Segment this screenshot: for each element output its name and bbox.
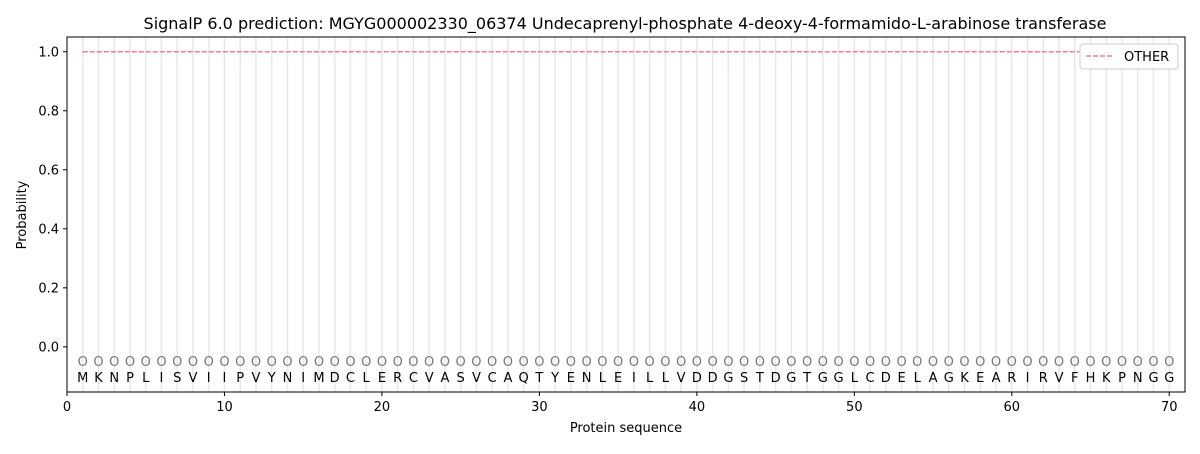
residue-label: Q bbox=[519, 371, 529, 386]
residue-label: T bbox=[755, 371, 764, 386]
residue-label: V bbox=[252, 371, 261, 386]
y-tick-label: 0.2 bbox=[38, 281, 59, 296]
residue-label: L bbox=[142, 371, 150, 386]
residue-label: T bbox=[802, 371, 811, 386]
residue-label: K bbox=[94, 371, 103, 386]
residue-label: V bbox=[472, 371, 481, 386]
residue-label: V bbox=[425, 371, 434, 386]
residue-label: E bbox=[567, 371, 575, 386]
residue-label: R bbox=[1039, 371, 1048, 386]
legend: OTHER bbox=[1079, 43, 1179, 70]
residue-label: K bbox=[960, 371, 969, 386]
residue-label: N bbox=[109, 371, 119, 386]
residue-label: V bbox=[677, 371, 686, 386]
x-tick-label: 60 bbox=[1004, 400, 1021, 415]
residue-label: S bbox=[457, 371, 465, 386]
residue-label: G bbox=[818, 371, 828, 386]
x-tick-label: 0 bbox=[63, 400, 71, 415]
residue-label: L bbox=[851, 371, 859, 386]
residue-label: G bbox=[1148, 371, 1158, 386]
residue-label: E bbox=[614, 371, 622, 386]
residue-label: V bbox=[1055, 371, 1064, 386]
residue-label: R bbox=[1007, 371, 1016, 386]
residue-label: C bbox=[346, 371, 355, 386]
residue-label: N bbox=[1133, 371, 1143, 386]
residue-label: G bbox=[1164, 371, 1174, 386]
x-tick-label: 40 bbox=[689, 400, 706, 415]
x-tick-label: 70 bbox=[1161, 400, 1178, 415]
residue-label: I bbox=[632, 371, 636, 386]
residue-label: T bbox=[534, 371, 543, 386]
residue-label: C bbox=[488, 371, 497, 386]
residue-label: H bbox=[1086, 371, 1096, 386]
y-tick-label: 0.0 bbox=[38, 340, 59, 355]
residue-label: N bbox=[582, 371, 592, 386]
residue-label: C bbox=[409, 371, 418, 386]
residue-label: G bbox=[723, 371, 733, 386]
residue-label: A bbox=[503, 371, 512, 386]
residue-label: Y bbox=[267, 371, 276, 386]
residue-label: G bbox=[834, 371, 844, 386]
residue-label: E bbox=[976, 371, 984, 386]
x-tick-label: 20 bbox=[374, 400, 391, 415]
residue-label: L bbox=[363, 371, 371, 386]
chart-title: SignalP 6.0 prediction: MGYG000002330_06… bbox=[144, 14, 1107, 34]
residue-label: M bbox=[313, 371, 324, 386]
residue-label: P bbox=[236, 371, 244, 386]
plot-frame bbox=[66, 36, 1186, 393]
residue-label: G bbox=[944, 371, 954, 386]
residue-label: K bbox=[1102, 371, 1111, 386]
residue-label: S bbox=[173, 371, 181, 386]
legend-box bbox=[1079, 43, 1179, 70]
y-tick-label: 0.6 bbox=[38, 163, 59, 178]
residue-label: D bbox=[881, 371, 891, 386]
residue-label: M bbox=[77, 371, 88, 386]
y-tick-label: 1.0 bbox=[38, 45, 59, 60]
residue-label: S bbox=[740, 371, 748, 386]
x-tick-label: 10 bbox=[216, 400, 233, 415]
residue-label: A bbox=[992, 371, 1001, 386]
residue-label: C bbox=[866, 371, 875, 386]
residue-label: L bbox=[599, 371, 607, 386]
residue-label: P bbox=[126, 371, 134, 386]
residue-label: R bbox=[393, 371, 402, 386]
residue-label: E bbox=[378, 371, 386, 386]
residue-label: L bbox=[914, 371, 922, 386]
residue-label: I bbox=[301, 371, 305, 386]
residue-label: N bbox=[283, 371, 293, 386]
residue-label: L bbox=[662, 371, 670, 386]
residue-label: D bbox=[330, 371, 340, 386]
predicted-labels: OOOOOOOOOOOOOOOOOOOOOOOOOOOOOOOOOOOOOOOO… bbox=[78, 355, 1175, 370]
x-tick-label: 30 bbox=[531, 400, 548, 415]
x-axis-label: Protein sequence bbox=[570, 421, 682, 436]
residue-label: I bbox=[207, 371, 211, 386]
residue-label: A bbox=[929, 371, 938, 386]
residue-label: D bbox=[692, 371, 702, 386]
residue-label: F bbox=[1071, 371, 1078, 386]
residue-label: D bbox=[708, 371, 718, 386]
residue-label: Y bbox=[550, 371, 559, 386]
x-tick-label: 50 bbox=[846, 400, 863, 415]
y-axis-label: Probability bbox=[15, 180, 30, 249]
residue-label: E bbox=[897, 371, 905, 386]
residue-label: L bbox=[646, 371, 654, 386]
y-tick-label: 0.4 bbox=[38, 222, 59, 237]
residue-label: I bbox=[223, 371, 227, 386]
residue-label: A bbox=[440, 371, 449, 386]
legend-label-other: OTHER bbox=[1124, 50, 1169, 65]
residue-label: P bbox=[1118, 371, 1126, 386]
residue-label: G bbox=[786, 371, 796, 386]
residue-label: I bbox=[1026, 371, 1030, 386]
residue-label: I bbox=[160, 371, 164, 386]
residue-label: V bbox=[189, 371, 198, 386]
y-tick-label: 0.8 bbox=[38, 104, 59, 119]
residue-label: D bbox=[771, 371, 781, 386]
